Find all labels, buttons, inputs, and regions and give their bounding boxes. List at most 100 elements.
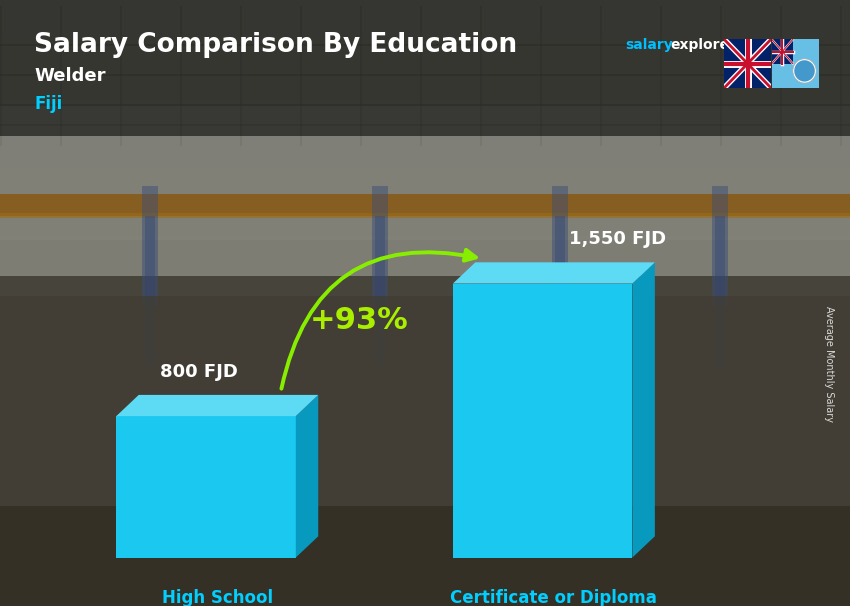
Bar — [0, 164, 850, 168]
Bar — [0, 84, 850, 88]
Bar — [0, 104, 850, 106]
Bar — [0, 213, 850, 218]
Bar — [240, 6, 242, 146]
Bar — [0, 36, 850, 40]
Bar — [712, 186, 728, 306]
Bar — [0, 152, 850, 156]
Text: Fiji: Fiji — [34, 95, 62, 113]
Bar — [300, 6, 302, 146]
Bar — [0, 52, 850, 56]
Bar — [0, 124, 850, 128]
Bar — [375, 216, 385, 366]
Bar — [480, 6, 482, 146]
Bar — [0, 200, 850, 204]
Bar — [0, 20, 850, 24]
Bar — [555, 216, 565, 366]
Bar — [0, 112, 850, 116]
Bar — [0, 0, 850, 4]
Bar — [0, 148, 850, 152]
Bar — [0, 136, 850, 140]
Bar — [0, 276, 850, 606]
Text: .com: .com — [728, 38, 762, 53]
Bar — [0, 144, 850, 148]
Bar — [540, 6, 542, 146]
Bar — [0, 180, 850, 184]
Bar — [0, 156, 850, 160]
Bar — [372, 186, 388, 306]
Bar — [0, 140, 850, 144]
Bar — [0, 0, 850, 276]
Bar — [0, 56, 850, 60]
Text: 1,550 FJD: 1,550 FJD — [569, 230, 666, 248]
Bar — [0, 172, 850, 176]
Text: salary: salary — [625, 38, 672, 53]
Bar — [0, 204, 850, 208]
Bar — [0, 12, 850, 16]
Bar — [600, 6, 602, 146]
Bar — [0, 74, 850, 76]
Text: High School: High School — [162, 589, 273, 606]
Bar — [0, 128, 850, 132]
Bar — [0, 192, 850, 196]
Polygon shape — [296, 395, 318, 558]
Text: Certificate or Diploma: Certificate or Diploma — [450, 589, 657, 606]
Bar — [0, 72, 850, 76]
Bar — [840, 6, 842, 146]
Bar — [142, 186, 158, 306]
Bar — [0, 232, 850, 236]
Polygon shape — [453, 284, 632, 558]
Bar — [0, 92, 850, 96]
Bar — [0, 60, 850, 64]
Bar — [0, 44, 850, 46]
Bar — [0, 132, 850, 136]
Bar — [660, 6, 662, 146]
Polygon shape — [116, 395, 318, 416]
Bar — [0, 168, 850, 172]
Bar — [0, 96, 850, 100]
Bar — [0, 176, 850, 180]
Bar — [0, 216, 850, 220]
Bar — [0, 48, 850, 52]
Bar — [420, 6, 422, 146]
Bar — [145, 216, 155, 366]
Bar — [0, 32, 850, 36]
Bar — [0, 100, 850, 104]
Bar — [0, 160, 850, 164]
Bar — [0, 188, 850, 192]
Text: Welder: Welder — [34, 67, 105, 85]
Bar — [715, 216, 725, 366]
Bar — [0, 24, 850, 28]
Bar — [0, 44, 850, 48]
Polygon shape — [453, 262, 654, 284]
Bar — [0, 228, 850, 232]
Bar — [0, 184, 850, 188]
Bar — [772, 39, 793, 64]
Bar — [120, 6, 122, 146]
Bar — [0, 8, 850, 12]
Bar — [0, 40, 850, 44]
Circle shape — [794, 60, 815, 82]
Circle shape — [793, 59, 816, 83]
Bar — [720, 6, 722, 146]
Text: Salary Comparison By Education: Salary Comparison By Education — [34, 33, 517, 58]
Bar — [0, 16, 850, 20]
Bar — [0, 120, 850, 124]
Bar — [360, 6, 362, 146]
Bar — [0, 108, 850, 112]
Bar — [0, 76, 850, 80]
Bar — [0, 236, 850, 240]
Bar — [0, 88, 850, 92]
Bar — [0, 224, 850, 228]
Bar — [0, 104, 850, 108]
Bar — [0, 296, 850, 606]
Text: explorer: explorer — [671, 38, 736, 53]
Bar — [180, 6, 182, 146]
Bar — [0, 64, 850, 68]
Bar — [0, 28, 850, 32]
Bar — [0, 4, 850, 8]
Bar — [0, 124, 850, 126]
Bar — [780, 6, 782, 146]
Polygon shape — [632, 262, 654, 558]
Bar — [0, 68, 850, 72]
Text: +93%: +93% — [310, 306, 409, 335]
